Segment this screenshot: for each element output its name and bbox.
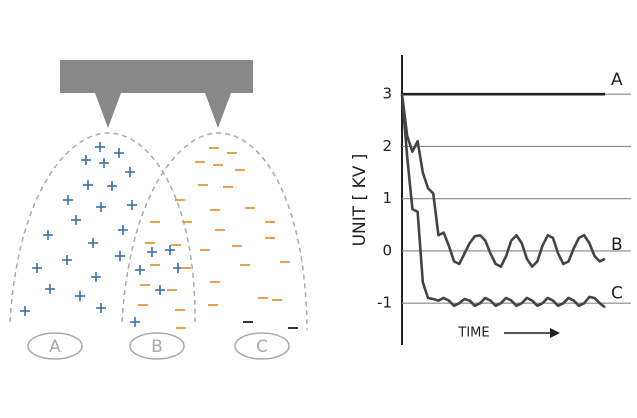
- plume-outline: [121, 132, 308, 331]
- label-oval: [27, 332, 83, 360]
- series-label: A: [611, 70, 623, 90]
- label-oval: [234, 332, 290, 360]
- series-line: [400, 94, 606, 309]
- y-axis-label: UNIT [ KV ]: [350, 154, 370, 247]
- chart: UNIT [ KV ] TIME 3 2 1 0 -1 A B C: [350, 55, 631, 345]
- label-oval: [129, 332, 185, 360]
- series-line: [400, 94, 606, 268]
- y-tick-label: 1: [382, 189, 392, 207]
- label-b: B: [129, 332, 185, 360]
- nozzle-tip: [95, 93, 121, 128]
- y-tick-label: 0: [382, 241, 392, 259]
- nozzle-bar: [60, 60, 253, 93]
- label-c: C: [234, 332, 290, 360]
- x-axis-label: TIME: [457, 326, 489, 341]
- plume-label: B: [151, 337, 163, 357]
- label-a: A: [27, 332, 83, 360]
- y-tick-label: 3: [382, 85, 392, 103]
- plume-outline: [9, 132, 196, 323]
- plume-label: C: [256, 337, 268, 357]
- plume-label: A: [49, 337, 61, 357]
- time-arrow-head: [550, 328, 560, 338]
- nozzle-tip: [205, 93, 231, 128]
- y-tick-label: 2: [382, 137, 392, 155]
- y-tick-label: -1: [377, 294, 392, 312]
- series-label: C: [611, 283, 623, 303]
- series-label: B: [611, 235, 623, 255]
- charges: [20, 142, 298, 329]
